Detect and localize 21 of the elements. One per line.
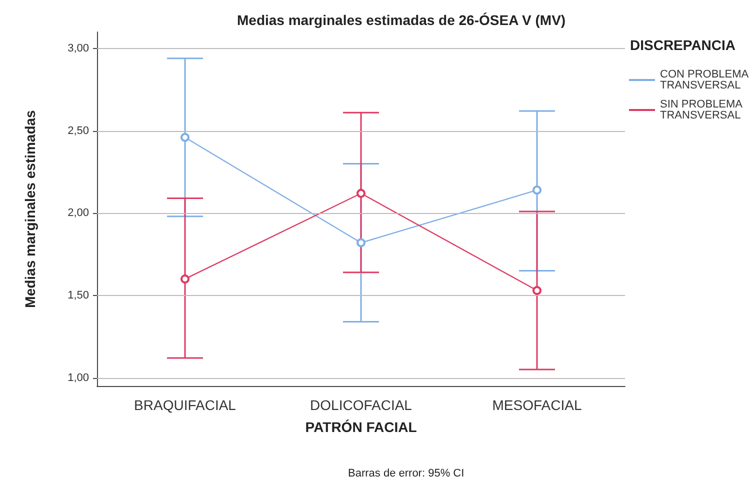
y-tick-label: 2,00 xyxy=(68,207,89,220)
point xyxy=(356,238,366,248)
legend-title: DISCREPANCIA xyxy=(630,37,736,53)
y-tick-label: 2,50 xyxy=(68,124,89,137)
point xyxy=(180,274,190,284)
point xyxy=(180,132,190,142)
x-tick-label: BRAQUIFACIAL xyxy=(134,397,236,413)
y-tick-label: 3,00 xyxy=(68,42,89,54)
chart-title: Medias marginales estimadas de 26-ÓSEA V (MV) xyxy=(237,12,566,28)
y-axis-title: Medias marginales estimadas xyxy=(22,110,38,308)
legend-label: CON PROBLEMA TRANSVERSAL xyxy=(660,68,752,92)
y-tick-label: 1,00 xyxy=(68,372,89,384)
x-axis-title: PATRÓN FACIAL xyxy=(305,419,418,435)
point xyxy=(532,286,542,295)
point xyxy=(532,186,542,195)
point xyxy=(356,188,366,198)
y-tick-label: 1,50 xyxy=(68,289,89,302)
x-tick-label: MESOFACIAL xyxy=(492,397,582,413)
x-tick-label: DOLICOFACIAL xyxy=(310,397,412,413)
text: Barras de error: 95% CI xyxy=(348,468,464,480)
legend-label: SIN PROBLEMA TRANSVERSAL xyxy=(660,98,745,122)
